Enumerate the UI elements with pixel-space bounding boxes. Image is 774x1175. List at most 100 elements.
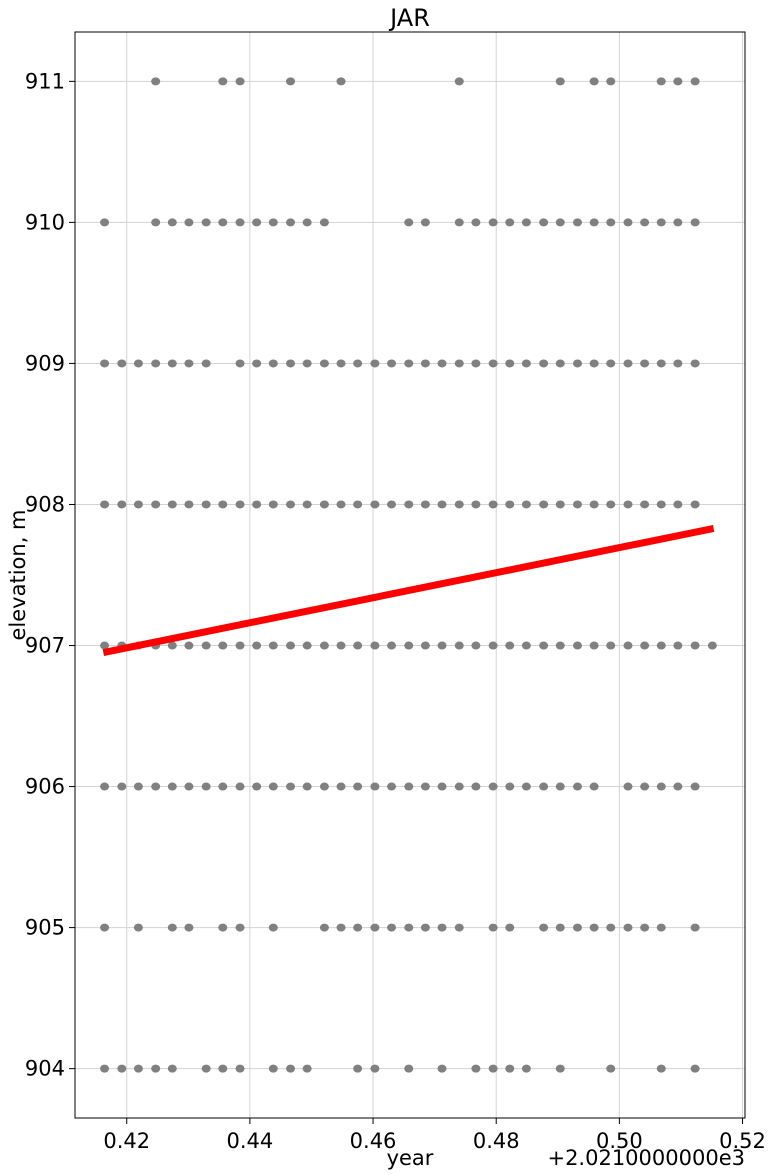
data-point [420,500,430,509]
data-point [488,218,498,227]
data-point [623,923,633,932]
data-point [336,923,346,932]
data-point [555,641,565,650]
data-point [133,359,143,368]
data-point [521,1064,531,1073]
data-point [336,641,346,650]
data-point [167,923,177,932]
data-point [167,1064,177,1073]
data-point [268,923,278,932]
data-point [302,500,312,509]
data-point [370,923,380,932]
data-point [404,1064,414,1073]
data-point [268,359,278,368]
data-point [488,923,498,932]
plot-frame [74,31,746,1119]
data-point [420,782,430,791]
data-point [302,218,312,227]
data-point [606,500,616,509]
data-point [252,782,262,791]
data-point [133,923,143,932]
data-point [656,1064,666,1073]
data-point [640,782,650,791]
data-point [623,359,633,368]
data-point [623,500,633,509]
y-tick-label: 911 [25,69,65,93]
data-point [167,218,177,227]
data-point [404,218,414,227]
data-point [336,77,346,86]
data-point [656,641,666,650]
x-offset-label: +2.0210000000e3 [547,1146,745,1170]
data-point [606,218,616,227]
data-point [268,641,278,650]
data-point [505,641,515,650]
data-point [555,1064,565,1073]
data-point [505,782,515,791]
data-point [656,359,666,368]
data-point [623,782,633,791]
data-point [488,500,498,509]
data-point [184,218,194,227]
data-point [539,500,549,509]
data-point [471,359,481,368]
data-point [656,77,666,86]
data-point [488,1064,498,1073]
data-point [353,923,363,932]
data-point [302,641,312,650]
data-point [521,218,531,227]
data-point [336,782,346,791]
data-point [420,923,430,932]
x-tick-label: 0.46 [350,1129,397,1153]
data-point [235,782,245,791]
data-point [437,359,447,368]
data-point [370,1064,380,1073]
data-point [555,923,565,932]
data-point [539,641,549,650]
data-point [201,641,211,650]
data-point [640,359,650,368]
data-point [488,359,498,368]
chart-title: JAR [388,4,430,32]
x-tick-label: 0.52 [719,1129,766,1153]
data-point [539,359,549,368]
data-point [218,923,228,932]
data-point [623,218,633,227]
data-point [539,218,549,227]
data-point [673,77,683,86]
data-point [319,500,329,509]
data-point [151,500,161,509]
data-point [623,641,633,650]
data-point [589,923,599,932]
data-point [690,359,700,368]
data-point [404,500,414,509]
data-point [133,782,143,791]
data-point [319,782,329,791]
data-point [573,500,582,509]
data-point [218,77,228,86]
data-point [336,359,346,368]
data-point [521,641,531,650]
data-point [100,923,110,932]
data-point [555,500,565,509]
data-point [218,218,228,227]
data-point [471,500,481,509]
y-tick-label: 906 [25,775,65,799]
data-point [420,359,430,368]
data-point [640,641,650,650]
data-point [387,500,397,509]
data-point [184,359,194,368]
data-point [353,359,363,368]
data-point [235,923,245,932]
x-tick-label: 0.50 [596,1129,643,1153]
data-point [117,782,127,791]
data-point [454,218,464,227]
data-point [589,359,599,368]
data-point [286,641,296,650]
data-point [573,923,582,932]
data-point [201,782,211,791]
data-point [505,1064,515,1073]
data-point [420,218,430,227]
data-point [690,218,700,227]
data-point [673,218,683,227]
